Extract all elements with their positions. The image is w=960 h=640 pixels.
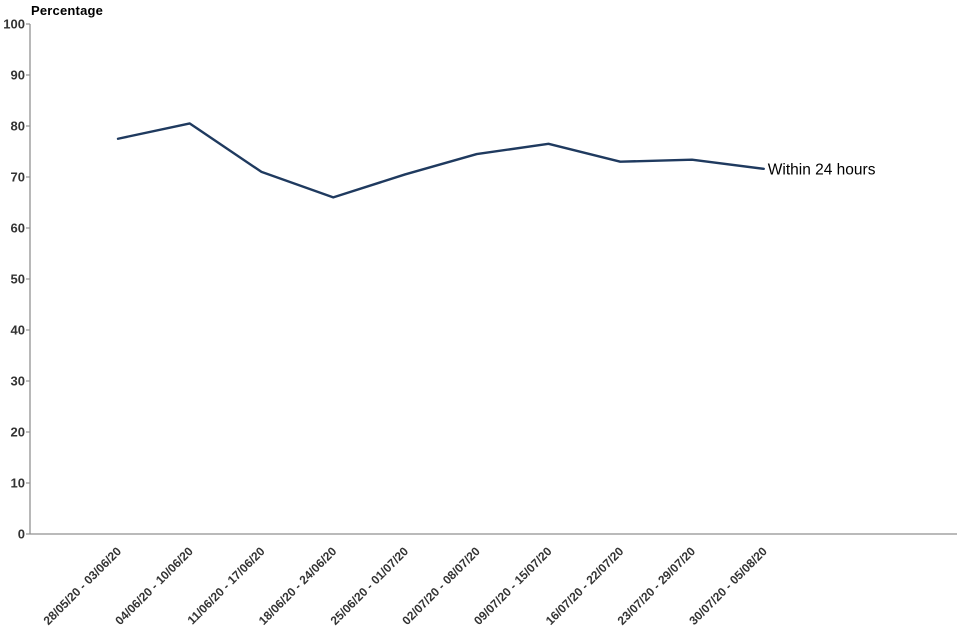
y-tick-label: 30 [11,374,25,389]
y-tick-label: 80 [11,119,25,134]
x-tick-label: 18/06/20 - 24/06/20 [256,544,340,628]
x-tick-label: 11/06/20 - 17/06/20 [185,544,268,627]
y-tick-label: 60 [11,221,25,236]
x-tick-label: 23/07/20 - 29/07/20 [615,544,699,628]
y-tick-label: 20 [11,425,25,440]
x-tick-label: 28/05/20 - 03/06/20 [41,544,125,628]
x-tick-label: 30/07/20 - 05/08/20 [686,544,770,628]
y-tick-label: 100 [3,17,25,32]
y-tick-label: 70 [11,170,25,185]
y-tick-label: 0 [18,527,25,542]
y-tick-label: 10 [11,476,25,491]
y-tick-label: 40 [11,323,25,338]
y-tick-label: 90 [11,68,25,83]
y-tick-label: 50 [11,272,25,287]
series-line [116,122,765,199]
x-tick-label: 02/07/20 - 08/07/20 [399,544,483,628]
x-tick-label: 25/06/20 - 01/07/20 [328,544,412,628]
series-label: Within 24 hours [768,161,876,178]
y-axis-title: Percentage [31,3,104,18]
x-tick-label: 16/07/20 - 22/07/20 [543,544,627,628]
x-tick-label: 09/07/20 - 15/07/20 [471,544,555,628]
x-tick-label: 04/06/20 - 10/06/20 [112,544,196,628]
